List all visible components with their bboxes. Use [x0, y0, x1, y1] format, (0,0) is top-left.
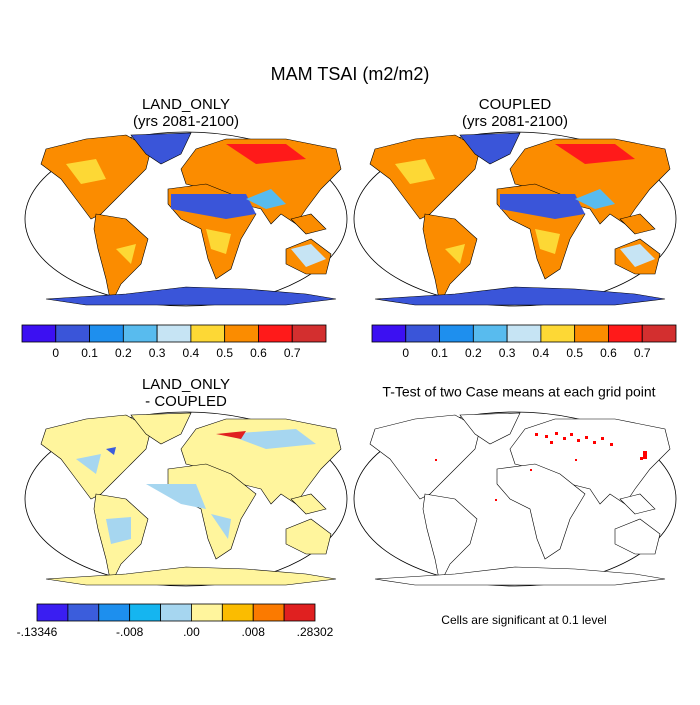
map — [353, 411, 677, 587]
colorbar-label: .00 — [183, 625, 200, 639]
colorbar-label: 0 — [402, 346, 409, 360]
colorbar-label: 0.1 — [431, 346, 448, 360]
colorbar-box — [21, 324, 57, 343]
colorbar-label: .28302 — [297, 625, 334, 639]
colorbar-box — [89, 324, 124, 343]
map — [24, 131, 348, 307]
panel-subtitle: (yrs 2081-2100) — [133, 113, 239, 130]
note: Cells are significant at 0.1 level — [441, 613, 606, 627]
colorbar-box — [472, 324, 508, 343]
colorbar-label: 0.7 — [634, 346, 651, 360]
colorbar-label: -.008 — [116, 625, 144, 639]
colorbar-label: 0.5 — [566, 346, 583, 360]
colorbar-box — [190, 324, 226, 343]
colorbar-box — [156, 324, 192, 343]
colorbar-label: 0.4 — [533, 346, 550, 360]
colorbar-box — [283, 603, 316, 622]
colorbar-box — [67, 603, 100, 622]
panel-title: T-Test of two Case means at each grid po… — [382, 384, 655, 400]
colorbar-box — [641, 324, 677, 343]
colorbar-box — [98, 603, 131, 622]
map — [24, 411, 348, 587]
colorbar-label: 0.6 — [600, 346, 617, 360]
colorbar-box — [540, 324, 576, 343]
colorbar-box — [405, 324, 440, 343]
colorbar-label: 0.2 — [465, 346, 482, 360]
colorbar-label: -.13346 — [17, 625, 58, 639]
colorbar-label: 0.3 — [149, 346, 166, 360]
colorbar-label: 0 — [52, 346, 59, 360]
colorbar-box — [439, 324, 474, 343]
colorbar-label: 0.2 — [115, 346, 132, 360]
colorbar-label: 0.5 — [216, 346, 233, 360]
figure-title: MAM TSAI (m2/m2) — [271, 64, 430, 84]
colorbar-label: .008 — [242, 625, 266, 639]
map — [353, 131, 677, 307]
colorbar-box — [160, 603, 192, 622]
panel-subtitle: - COUPLED — [145, 393, 227, 410]
colorbar-box — [371, 324, 407, 343]
colorbar-box — [608, 324, 643, 343]
panel-title: LAND_ONLY — [142, 376, 230, 393]
panel-title: LAND_ONLY — [142, 96, 230, 113]
colorbar-box — [258, 324, 293, 343]
colorbar-box — [506, 324, 542, 343]
colorbar-box — [55, 324, 90, 343]
colorbar-label: 0.4 — [183, 346, 200, 360]
colorbar-box — [574, 324, 609, 343]
colorbar-box — [291, 324, 327, 343]
colorbar-label: 0.3 — [499, 346, 516, 360]
colorbar-box — [129, 603, 161, 622]
colorbar-box — [224, 324, 259, 343]
colorbar-box — [36, 603, 69, 622]
colorbar-label: 0.1 — [81, 346, 98, 360]
panel-subtitle: (yrs 2081-2100) — [462, 113, 568, 130]
panel-title: COUPLED — [479, 96, 552, 113]
colorbar-box — [221, 603, 254, 622]
colorbar-box — [191, 603, 223, 622]
colorbar-label: 0.6 — [250, 346, 267, 360]
colorbar-box — [122, 324, 158, 343]
colorbar-box — [252, 603, 285, 622]
colorbar-label: 0.7 — [284, 346, 301, 360]
